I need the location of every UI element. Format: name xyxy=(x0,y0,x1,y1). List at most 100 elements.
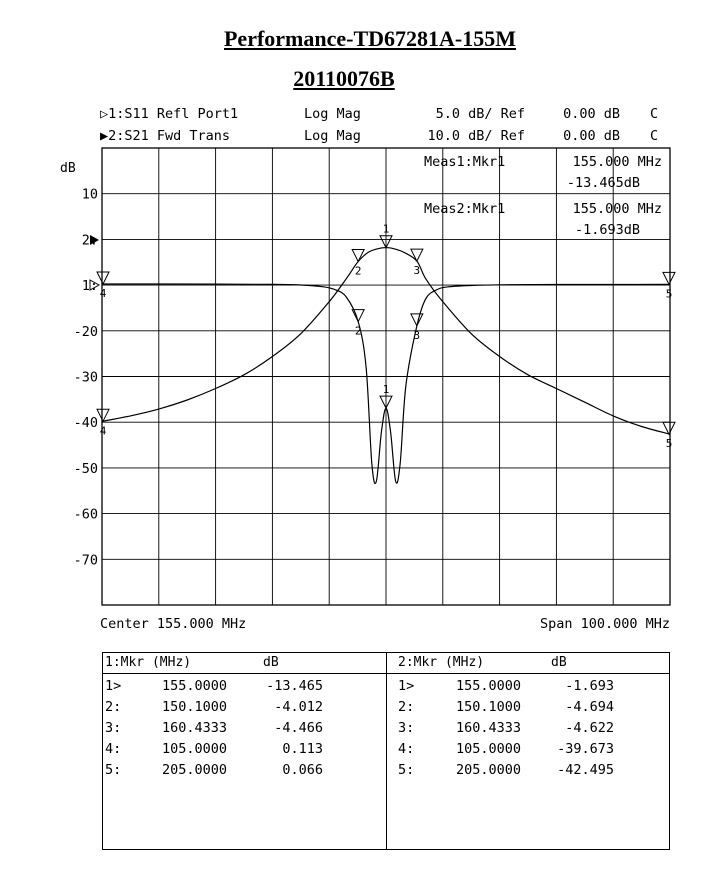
table-row: 5: 205.0000 0.066 xyxy=(103,760,386,781)
marker-db: -4.622 xyxy=(565,720,614,736)
table-row: 1> 155.0000 -13.465 xyxy=(103,676,386,697)
marker-freq: 155.0000 xyxy=(455,678,521,694)
meas-label: Meas2:Mkr1 xyxy=(424,201,505,217)
trace-header-1: ▷1:S11 Refl Port1 xyxy=(100,106,238,122)
marker-n: 5: xyxy=(105,762,122,778)
y-tick-label: -50 xyxy=(74,461,98,477)
trace-scale-1: 5.0 dB/ Ref xyxy=(436,106,525,122)
marker-table-s21: 2:Mkr (MHz) dB 1> 155.0000 -1.693 2: 150.100… xyxy=(386,653,669,849)
marker-db: -1.693 xyxy=(565,678,614,694)
marker-freq: 160.4333 xyxy=(455,720,521,736)
meas-label: Meas1:Mkr1 xyxy=(424,154,505,170)
s21-marker-1 xyxy=(379,235,393,249)
marker-db: -4.012 xyxy=(274,699,323,715)
marker-freq: 150.1000 xyxy=(161,699,227,715)
ref-marker-1 xyxy=(89,279,101,291)
marker-freq: 105.0000 xyxy=(161,741,227,757)
trace-flag-2: C xyxy=(650,128,658,144)
s11-marker-3-label: 3 xyxy=(414,329,421,342)
marker-n: 2: xyxy=(398,699,415,715)
trace-ref-1: 0.00 dB xyxy=(563,106,620,122)
marker-freq: 105.0000 xyxy=(455,741,521,757)
table-header-unit: dB xyxy=(551,655,567,670)
y-tick-label: 10 xyxy=(82,187,98,203)
s21-marker-1-label: 1 xyxy=(383,223,390,236)
table-header-mkr: 1:Mkr (MHz) xyxy=(105,655,192,670)
ref-marker-2 xyxy=(90,235,99,245)
s11-marker-3 xyxy=(410,313,424,327)
marker-n: 1> xyxy=(398,678,415,694)
marker-n: 2: xyxy=(105,699,122,715)
trace-flag-1: C xyxy=(650,106,658,122)
s11-marker-5 xyxy=(662,271,676,286)
table-row: 5: 205.0000 -42.495 xyxy=(386,760,669,781)
y-axis-label: dB xyxy=(60,161,76,176)
trace-scale-2: 10.0 dB/ Ref xyxy=(427,128,525,144)
s21-marker-5-label: 5 xyxy=(666,437,673,450)
serial-number: 20110076B xyxy=(293,66,395,91)
marker-freq: 205.0000 xyxy=(161,762,227,778)
s11-marker-2-label: 2 xyxy=(355,325,362,338)
s21-marker-2 xyxy=(351,248,365,263)
marker-n: 3: xyxy=(105,720,122,736)
s21-marker-2-label: 2 xyxy=(355,264,362,277)
marker-freq: 150.1000 xyxy=(455,699,521,715)
table-row: 2: 150.1000 -4.012 xyxy=(103,697,386,718)
marker-db: -42.495 xyxy=(557,762,614,778)
trace-header-2: ▶2:S21 Fwd Trans xyxy=(100,128,230,144)
y-tick-label: -60 xyxy=(74,507,98,523)
marker-db: -4.694 xyxy=(565,699,614,715)
marker-n: 4: xyxy=(398,741,415,757)
table-row: 1> 155.0000 -1.693 xyxy=(386,676,669,697)
marker-db: -4.466 xyxy=(274,720,323,736)
table-header-unit: dB xyxy=(263,655,279,670)
s11-marker-2 xyxy=(351,309,365,323)
table-row: 4: 105.0000 0.113 xyxy=(103,739,386,760)
s11-marker-4 xyxy=(96,271,110,286)
meas-value: -13.465dB xyxy=(567,175,640,191)
chart-title: Performance-TD67281A-155M xyxy=(223,26,516,51)
marker-n: 3: xyxy=(398,720,415,736)
s21-marker-3-label: 3 xyxy=(414,264,421,277)
table-row: 3: 160.4333 -4.466 xyxy=(103,718,386,739)
marker-db: 0.066 xyxy=(282,762,323,778)
s11-marker-5-label: 5 xyxy=(666,287,673,300)
marker-freq: 155.0000 xyxy=(161,678,227,694)
marker-db: -39.673 xyxy=(557,741,614,757)
y-tick-label: -70 xyxy=(74,552,98,568)
table-row: 2: 150.1000 -4.694 xyxy=(386,697,669,718)
marker-table-s11: 1:Mkr (MHz) dB 1> 155.0000 -13.465 2: 150.10… xyxy=(103,653,387,849)
s21-marker-5 xyxy=(662,421,676,436)
marker-freq: 205.0000 xyxy=(455,762,521,778)
marker-table: 1:Mkr (MHz) dB 1> 155.0000 -13.465 2: 150.10… xyxy=(102,652,670,850)
marker-n: 1> xyxy=(105,678,122,694)
y-tick-label: -30 xyxy=(74,370,98,386)
trace-markers: 1 2 3 4 5 1 2 3 4 5 xyxy=(96,223,676,450)
marker-db: -13.465 xyxy=(266,678,323,694)
table-header-mkr: 2:Mkr (MHz) xyxy=(398,655,485,670)
span-frequency: Span 100.000 MHz xyxy=(540,616,670,632)
meas-freq: 155.000 MHz xyxy=(573,154,662,170)
s21-marker-4 xyxy=(96,408,110,423)
s11-marker-4-label: 4 xyxy=(100,287,107,300)
s21-marker-3 xyxy=(410,248,424,263)
s21-marker-4-label: 4 xyxy=(100,424,107,437)
plot-footer: Center 155.000 MHz Span 100.000 MHz xyxy=(100,616,670,632)
y-tick-label: 2: xyxy=(82,232,98,248)
center-frequency: Center 155.000 MHz xyxy=(100,616,246,632)
measurement-readouts: Meas1:Mkr1 155.000 MHz -13.465dB Meas2:Mkr1… xyxy=(424,154,662,238)
trace-format-1: Log Mag xyxy=(304,106,361,122)
trace-format-2: Log Mag xyxy=(304,128,361,144)
s11-marker-1 xyxy=(379,395,393,410)
marker-n: 5: xyxy=(398,762,415,778)
plot-grid xyxy=(101,147,671,606)
marker-n: 4: xyxy=(105,741,122,757)
meas-value: -1.693dB xyxy=(575,222,640,238)
meas-freq: 155.000 MHz xyxy=(573,201,662,217)
table-row: 3: 160.4333 -4.622 xyxy=(386,718,669,739)
y-tick-label: -40 xyxy=(74,415,98,431)
trace-header: ▷1:S11 Refl Port1 Log Mag 5.0 dB/ Ref 0.00 … xyxy=(100,106,658,144)
trace-ref-2: 0.00 dB xyxy=(563,128,620,144)
